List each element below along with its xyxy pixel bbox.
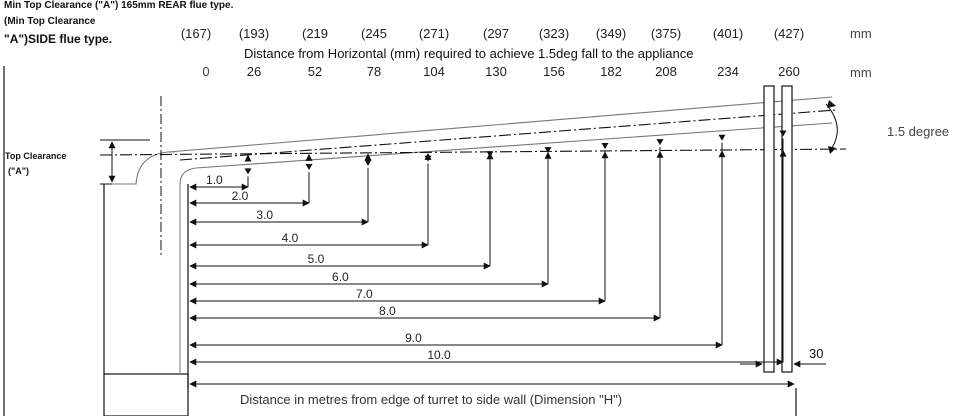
side-flue-clearance-note-line2: "A")SIDE flue type. <box>4 32 113 46</box>
top-clearance-label-line1: Top Clearance <box>5 151 67 161</box>
fall-caption: Distance from Horizontal (mm) required t… <box>244 46 694 61</box>
angle-arrow-bottom <box>828 146 836 154</box>
pipe-arrowhead <box>779 130 787 137</box>
distance-measure-8 <box>189 139 664 322</box>
side-flue-value: (271) <box>418 26 450 41</box>
side-flue-value: (375) <box>650 26 682 41</box>
angle-arrow-top <box>827 100 836 108</box>
distance-label: 1.0 <box>206 173 223 187</box>
datum-arrowhead <box>544 151 552 159</box>
horizontal-datum-line <box>99 148 847 156</box>
distance-label: 8.0 <box>379 304 396 318</box>
side-wall-left <box>763 85 775 373</box>
side-wall-right <box>781 85 793 373</box>
pipe-arrowhead <box>718 134 726 141</box>
rear-flue-value: 130 <box>485 64 507 79</box>
datum-arrowhead <box>364 153 372 161</box>
rear-flue-value: 156 <box>543 64 565 79</box>
distance-measure-1 <box>189 154 252 191</box>
rear-flue-value: 234 <box>717 64 739 79</box>
rear-flue-value: 104 <box>423 64 445 79</box>
flue-centreline <box>179 109 837 161</box>
pipe-arrowhead <box>656 139 664 146</box>
pipe-arrowhead <box>544 147 552 154</box>
datum-arrowhead <box>424 152 432 160</box>
datum-arrowhead <box>718 150 726 158</box>
flue-elbow-outer <box>104 151 175 185</box>
datum-arrowhead <box>486 152 494 160</box>
pipe-arrowhead <box>364 159 372 166</box>
rear-flue-value: 26 <box>246 64 262 79</box>
angle-arc <box>825 103 838 149</box>
distance-measure-4 <box>189 152 432 249</box>
distance-label: 4.0 <box>281 231 299 245</box>
rear-flue-value: 78 <box>366 64 382 79</box>
rear-flue-clearance-note: Min Top Clearance ("A") 165mm REAR flue … <box>4 0 234 11</box>
datum-arrowhead <box>656 150 664 158</box>
pipe-arrowhead <box>244 168 252 175</box>
rear-flue-value: 260 <box>778 64 800 79</box>
top-clearance-label-line2: ("A") <box>8 166 30 176</box>
rear-values-unit: mm <box>850 65 872 80</box>
side-flue-value: (219 <box>301 26 329 41</box>
angle-label: 1.5 degree <box>887 124 950 139</box>
rear-flue-value: 182 <box>600 64 622 79</box>
distance-label: 7.0 <box>355 287 373 301</box>
rear-flue-value: 52 <box>307 64 323 79</box>
distance-measure-3 <box>189 153 372 226</box>
distance-label: 10.0 <box>427 348 451 362</box>
side-flue-value: (193) <box>238 26 270 41</box>
pipe-arrowhead <box>601 143 609 150</box>
flue-pipe-bottom <box>195 122 833 169</box>
flue-elbow-inner <box>179 167 197 185</box>
distance-label: 3.0 <box>256 208 274 222</box>
side-flue-value: (297 <box>482 26 510 41</box>
distance-label: 2.0 <box>231 189 249 203</box>
datum-arrowhead <box>779 149 787 157</box>
rear-flue-value: 208 <box>655 64 677 79</box>
wall-gap-label: 30 <box>809 346 824 361</box>
distance-measure-7 <box>189 143 609 305</box>
distance-measure-9 <box>189 134 726 349</box>
distance-label: 5.0 <box>307 252 325 266</box>
turret-base <box>103 373 189 416</box>
distance-label: 9.0 <box>405 331 422 345</box>
distance-measure-6 <box>189 147 552 288</box>
side-flue-value: (167) <box>180 26 212 41</box>
side-flue-clearance-note-line1: (Min Top Clearance <box>4 16 96 27</box>
rear-flue-value: 0 <box>202 64 210 79</box>
side-flue-value: (401) <box>712 26 744 41</box>
side-flue-value: (323) <box>538 26 570 41</box>
datum-arrowhead <box>244 154 252 162</box>
side-flue-value: (427) <box>773 26 805 41</box>
distance-measure-2 <box>189 153 313 207</box>
distance-label: 6.0 <box>332 270 349 284</box>
distance-measure-5 <box>189 151 494 270</box>
bottom-caption: Distance in metres from edge of turret t… <box>240 392 623 407</box>
side-flue-value: (349) <box>595 26 627 41</box>
side-flue-value: (245 <box>360 26 388 41</box>
datum-arrowhead <box>305 153 313 161</box>
distance-measure-10 <box>189 130 787 366</box>
flue-pipe-top <box>167 96 833 153</box>
side-values-unit: mm <box>850 26 872 41</box>
datum-arrowhead <box>601 151 609 159</box>
pipe-arrowhead <box>305 164 313 171</box>
